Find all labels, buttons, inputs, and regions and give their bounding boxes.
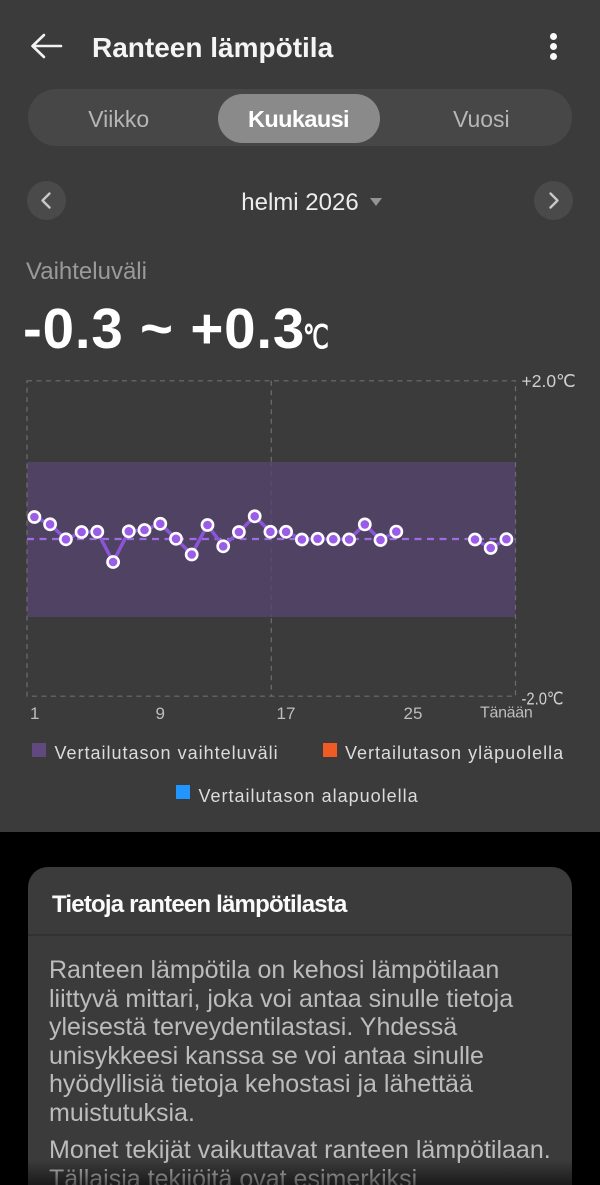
svg-text:+2.0℃: +2.0℃ — [522, 371, 576, 391]
svg-text:1: 1 — [30, 704, 39, 723]
svg-text:25: 25 — [404, 704, 423, 723]
svg-text:9: 9 — [156, 704, 165, 723]
svg-text:-2.0℃: -2.0℃ — [522, 689, 564, 709]
svg-text:Tänään: Tänään — [480, 705, 532, 722]
svg-text:17: 17 — [277, 704, 296, 723]
